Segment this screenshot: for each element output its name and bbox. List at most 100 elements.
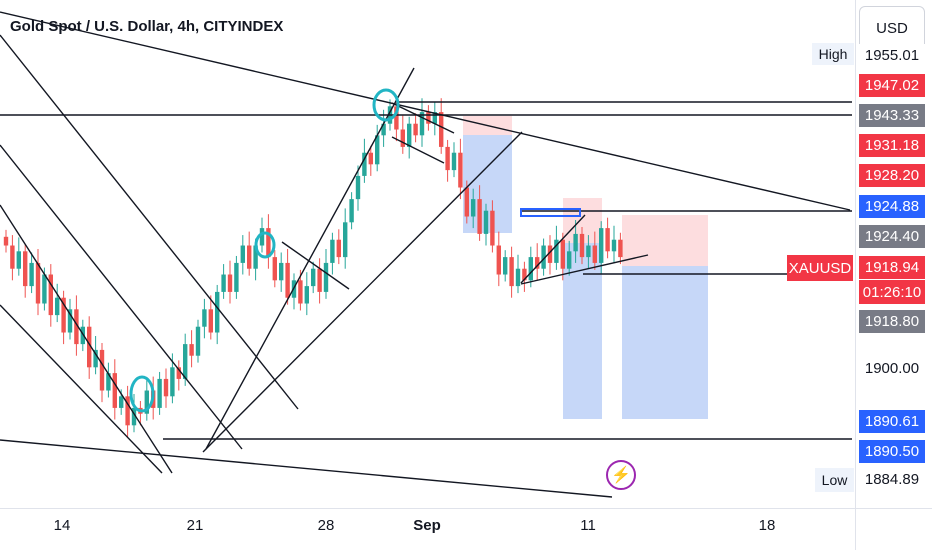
candle-body <box>490 210 495 246</box>
time-tick-21: 21 <box>186 517 204 534</box>
price-label-1890-50: 1890.50 <box>859 440 925 463</box>
candle-body <box>3 236 9 246</box>
candle-body <box>483 210 489 234</box>
flag-line-1 <box>281 241 350 290</box>
price-label-1924-88: 1924.88 <box>859 195 925 218</box>
candle-body <box>605 228 610 252</box>
candle-body <box>176 367 181 379</box>
price-label-1943: 1943.33 <box>859 104 925 127</box>
candle-body <box>74 309 79 345</box>
candle-body <box>445 146 450 171</box>
candle-body <box>375 135 380 165</box>
candle-body <box>272 257 277 281</box>
candle-body <box>163 378 169 397</box>
candle-body <box>400 129 405 147</box>
candle-body <box>567 251 572 269</box>
candle-body <box>509 257 514 287</box>
candle-body <box>144 390 149 414</box>
candle-body <box>234 262 239 292</box>
candle-body <box>195 326 201 356</box>
candle-body <box>586 245 591 258</box>
candle-body <box>23 251 28 287</box>
candle-body <box>247 245 252 269</box>
candle-body <box>87 326 92 368</box>
descending-resistance-line <box>0 11 851 211</box>
candle-body <box>298 280 303 304</box>
candle-body <box>599 228 604 263</box>
candle-body <box>579 233 585 258</box>
candle-body <box>221 274 226 292</box>
candle-body <box>458 152 463 188</box>
candle-body <box>253 245 258 269</box>
candle-body <box>183 344 188 379</box>
symbol-tag: XAUUSD <box>787 255 853 281</box>
candle-body <box>80 326 85 345</box>
price-axis-divider <box>855 0 856 550</box>
flag-line-2 <box>391 102 455 134</box>
price-label-high: 1955.01 <box>859 44 925 67</box>
time-tick-14: 14 <box>53 517 71 534</box>
candle-body <box>304 286 309 304</box>
time-tick-11: 11 <box>580 517 596 534</box>
candle-body <box>477 199 482 234</box>
price-label-1924-40: 1924.40 <box>859 225 925 248</box>
short-target-box-2 <box>622 266 708 419</box>
candle-body <box>381 123 386 136</box>
candle-body <box>451 152 457 171</box>
candle-body <box>112 373 117 408</box>
circle-bottom <box>129 375 155 413</box>
candle-body <box>93 349 98 368</box>
candle-body <box>42 274 47 304</box>
candle-body <box>131 407 137 426</box>
channel-line-upper <box>0 144 243 450</box>
candle-body <box>413 123 418 136</box>
time-tick-sep: Sep <box>413 517 441 534</box>
circle-mid <box>254 231 276 259</box>
high-tag: High <box>812 43 854 65</box>
candle-body <box>535 257 540 269</box>
candle-body <box>471 199 476 217</box>
candle-body <box>157 378 162 408</box>
candle-body <box>394 106 399 130</box>
candle-body <box>266 228 271 258</box>
candle-body <box>426 112 431 124</box>
candle-body <box>407 123 412 147</box>
candle-body <box>259 228 265 246</box>
candle-body <box>10 245 15 269</box>
candle-body <box>99 349 105 391</box>
bar-countdown: 01:26:10 <box>859 280 925 304</box>
price-tick-1900: 1900.00 <box>859 357 925 380</box>
candle-body <box>368 152 373 165</box>
lightning-icon[interactable]: ⚡ <box>606 460 636 490</box>
time-tick-28: 28 <box>317 517 335 534</box>
price-label-1890-61: 1890.61 <box>859 410 925 433</box>
low-tag: Low <box>815 468 854 492</box>
candle-body <box>29 262 34 287</box>
price-label-1947: 1947.02 <box>859 74 925 97</box>
circle-top <box>372 88 400 122</box>
candle-body <box>541 245 546 269</box>
currency-button[interactable]: USD <box>859 6 925 50</box>
candle-body <box>362 152 367 176</box>
candle-body <box>61 297 66 333</box>
price-label-1928: 1928.20 <box>859 164 925 187</box>
candle-body <box>16 251 21 269</box>
candle-body <box>503 257 508 275</box>
candle-body <box>522 268 527 281</box>
candle-body <box>343 222 348 258</box>
candle-body <box>215 291 220 333</box>
candle-body <box>202 309 207 327</box>
candle-body <box>592 245 597 263</box>
candle-body <box>419 112 425 136</box>
wedge-line-1 <box>520 254 649 285</box>
price-label-1931: 1931.18 <box>859 134 925 157</box>
time-axis-divider <box>0 508 932 509</box>
candle-body <box>355 175 361 200</box>
candle-body <box>119 396 124 408</box>
candle-body <box>189 344 194 356</box>
flag-line-3 <box>391 136 445 164</box>
candle-body <box>240 245 245 263</box>
candle-body <box>618 239 623 258</box>
time-tick-18: 18 <box>758 517 776 534</box>
